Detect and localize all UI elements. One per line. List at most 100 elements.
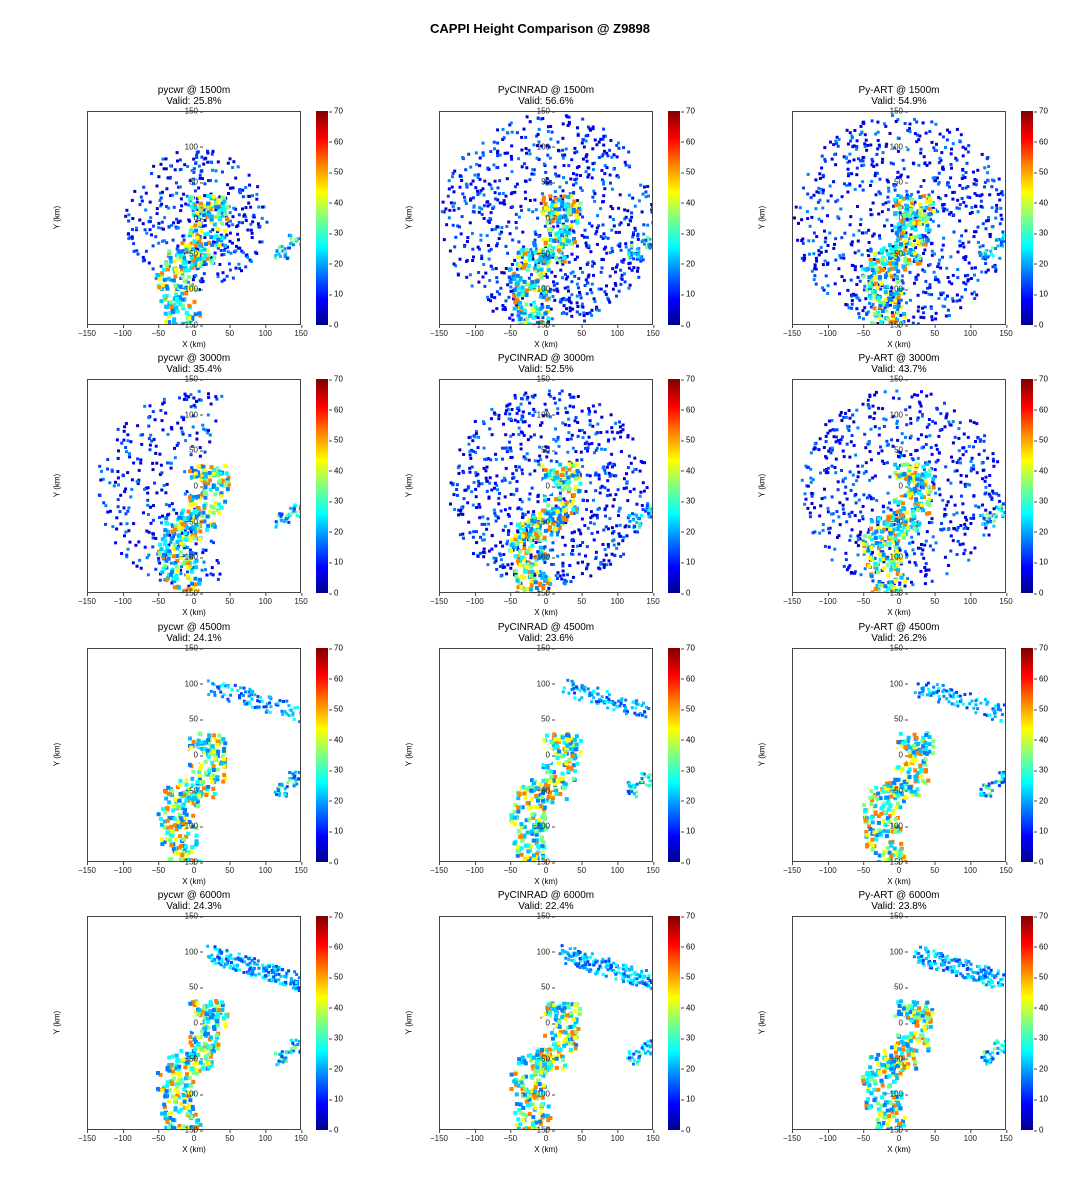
y-tick-label: −150 bbox=[158, 1126, 203, 1135]
colorbar-tick-label: 0 bbox=[328, 857, 339, 867]
colorbar-tick-label: 10 bbox=[681, 289, 695, 299]
colorbar bbox=[668, 648, 680, 862]
x-tick-label: 100 bbox=[258, 593, 273, 606]
y-tick-label: 0 bbox=[863, 751, 908, 760]
cappi-panel-py-art-4500: Py-ART @ 4500m Valid: 26.2% −150 −100 −50 0 50… bbox=[758, 622, 1080, 908]
colorbar-tick-label: 60 bbox=[681, 674, 695, 684]
panel-title-main: Py-ART @ 6000m bbox=[858, 890, 940, 901]
x-tick-label: 100 bbox=[610, 325, 625, 338]
y-tick-label: 150 bbox=[863, 644, 908, 653]
x-tick-label: 0 bbox=[191, 593, 197, 606]
y-tick-label: −100 bbox=[158, 285, 203, 294]
x-tick-label: 150 bbox=[999, 1130, 1013, 1143]
y-tick-label: −150 bbox=[158, 589, 203, 598]
y-tick-label: −50 bbox=[510, 517, 555, 526]
y-tick-label: 150 bbox=[510, 644, 555, 653]
x-tick-label: −50 bbox=[856, 1130, 871, 1143]
y-tick-label: 50 bbox=[863, 715, 908, 724]
panel-title-main: Py-ART @ 4500m bbox=[858, 622, 940, 633]
y-tick-label: 100 bbox=[158, 410, 203, 419]
x-tick-label: 50 bbox=[225, 325, 235, 338]
x-tick-label: 50 bbox=[577, 325, 587, 338]
x-tick-label: −100 bbox=[465, 862, 484, 875]
x-tick-label: 0 bbox=[896, 593, 902, 606]
x-axis-label: X (km) bbox=[182, 608, 206, 617]
x-axis-label: X (km) bbox=[182, 1145, 206, 1154]
colorbar-tick-label: 70 bbox=[1034, 911, 1048, 921]
colorbar-tick-label: 60 bbox=[329, 137, 343, 147]
cappi-panel-pycinrad-3000: PyCINRAD @ 3000m Valid: 52.5% −150 −100 −50 0… bbox=[405, 353, 769, 639]
colorbar-tick-label: 40 bbox=[1034, 735, 1048, 745]
colorbar-tick-label: 40 bbox=[681, 466, 695, 476]
panel-valid-percent: Valid: 43.7% bbox=[871, 364, 927, 375]
x-tick-label: 0 bbox=[191, 1130, 197, 1143]
y-tick-label: −150 bbox=[510, 321, 555, 330]
y-tick-label: 100 bbox=[158, 142, 203, 151]
panel-valid-percent: Valid: 24.3% bbox=[166, 901, 222, 912]
panel-title-main: Py-ART @ 1500m bbox=[858, 85, 940, 96]
panel-title-main: pycwr @ 4500m bbox=[157, 622, 231, 633]
reflectivity-plot-area bbox=[439, 379, 653, 593]
y-axis-label: Y (km) bbox=[404, 473, 414, 498]
x-tick-label: 150 bbox=[999, 325, 1013, 338]
x-tick-label: 150 bbox=[294, 325, 308, 338]
reflectivity-field bbox=[800, 389, 1005, 592]
y-tick-label: 50 bbox=[863, 983, 908, 992]
colorbar-tick-label: 40 bbox=[1034, 1003, 1048, 1013]
y-tick-label: 50 bbox=[510, 983, 555, 992]
y-tick-label: −100 bbox=[510, 1090, 555, 1099]
x-tick-label: −50 bbox=[151, 1130, 166, 1143]
y-tick-label: −100 bbox=[158, 822, 203, 831]
y-axis-label: Y (km) bbox=[757, 1010, 767, 1035]
y-tick-label: 100 bbox=[863, 947, 908, 956]
y-tick-label: −150 bbox=[863, 321, 908, 330]
colorbar-tick-label: 30 bbox=[681, 765, 695, 775]
x-tick-label: 100 bbox=[963, 1130, 978, 1143]
panel-valid-percent: Valid: 54.9% bbox=[871, 96, 927, 107]
x-tick-label: 150 bbox=[999, 862, 1013, 875]
panel-valid-percent: Valid: 23.6% bbox=[518, 633, 574, 644]
colorbar-tick-label: 0 bbox=[680, 1125, 691, 1135]
colorbar bbox=[316, 379, 328, 593]
colorbar-tick-label: 40 bbox=[329, 735, 343, 745]
y-tick-label: −50 bbox=[863, 249, 908, 258]
y-axis-label: Y (km) bbox=[757, 742, 767, 767]
colorbar-tick-label: 10 bbox=[681, 1094, 695, 1104]
colorbar-tick-label: 60 bbox=[681, 137, 695, 147]
y-tick-label: −150 bbox=[863, 1126, 908, 1135]
x-tick-label: 50 bbox=[225, 1130, 235, 1143]
colorbar-tick-label: 20 bbox=[681, 527, 695, 537]
colorbar-tick-label: 20 bbox=[681, 1064, 695, 1074]
colorbar-tick-label: 30 bbox=[1034, 228, 1048, 238]
panel-title: PyCINRAD @ 1500m Valid: 56.6% bbox=[439, 85, 653, 107]
y-tick-label: −50 bbox=[863, 1054, 908, 1063]
y-tick-label: 50 bbox=[158, 983, 203, 992]
x-tick-label: −50 bbox=[151, 325, 166, 338]
colorbar-tick-label: 20 bbox=[681, 259, 695, 269]
colorbar-tick-label: 50 bbox=[1034, 704, 1048, 714]
reflectivity-plot-area bbox=[792, 648, 1006, 862]
cappi-panel-pycwr-4500: pycwr @ 4500m Valid: 24.1% −150 −100 −50 0 50 1… bbox=[53, 622, 417, 908]
cappi-panel-py-art-6000: Py-ART @ 6000m Valid: 23.8% −150 −100 −50 0 50… bbox=[758, 890, 1080, 1176]
x-tick-label: 50 bbox=[930, 1130, 940, 1143]
colorbar bbox=[1021, 916, 1033, 1130]
y-tick-label: 100 bbox=[863, 679, 908, 688]
colorbar-tick-label: 70 bbox=[681, 643, 695, 653]
y-tick-label: −100 bbox=[863, 822, 908, 831]
colorbar-tick-label: 60 bbox=[329, 942, 343, 952]
y-tick-label: 0 bbox=[158, 1019, 203, 1028]
x-tick-label: −150 bbox=[77, 1130, 97, 1143]
reflectivity-field bbox=[449, 389, 652, 592]
x-tick-label: 50 bbox=[225, 593, 235, 606]
x-axis-label: X (km) bbox=[534, 877, 558, 886]
colorbar-tick-label: 10 bbox=[1034, 1094, 1048, 1104]
y-tick-label: −50 bbox=[158, 249, 203, 258]
y-tick-label: 100 bbox=[158, 679, 203, 688]
x-tick-label: 100 bbox=[258, 325, 273, 338]
y-tick-label: 150 bbox=[863, 375, 908, 384]
x-axis-label: X (km) bbox=[887, 1145, 911, 1154]
colorbar-tick-label: 10 bbox=[1034, 826, 1048, 836]
y-tick-label: 0 bbox=[863, 1019, 908, 1028]
cappi-panel-pycwr-6000: pycwr @ 6000m Valid: 24.3% −150 −100 −50 0 50 1… bbox=[53, 890, 417, 1176]
colorbar-tick-label: 10 bbox=[681, 557, 695, 567]
